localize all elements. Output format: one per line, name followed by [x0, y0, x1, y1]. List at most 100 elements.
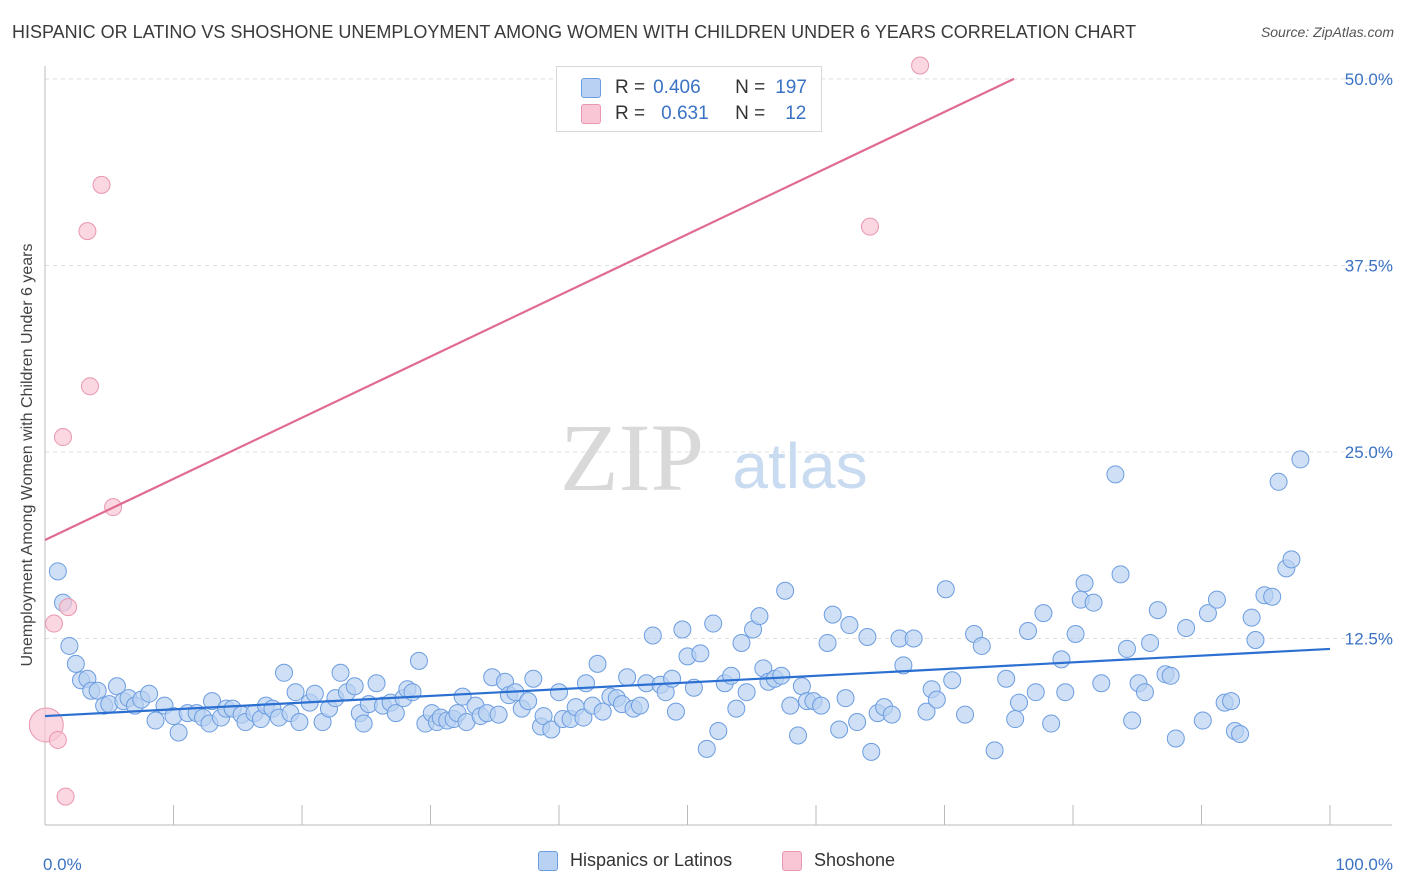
data-point — [140, 684, 159, 703]
data-point — [80, 377, 99, 396]
data-point — [78, 222, 97, 241]
data-point — [936, 580, 955, 599]
data-point — [92, 175, 111, 194]
data-point — [88, 681, 107, 700]
data-point — [1198, 604, 1217, 623]
data-point — [53, 428, 72, 447]
data-point — [550, 683, 568, 702]
data-point — [823, 605, 842, 624]
data-point — [709, 721, 728, 740]
legend-n-value: 197 — [775, 77, 807, 98]
data-point — [862, 742, 881, 761]
data-point — [1026, 683, 1045, 702]
data-point — [1222, 692, 1241, 711]
data-point — [1269, 472, 1288, 491]
data-point — [943, 671, 962, 690]
data-point — [542, 720, 561, 739]
data-point — [1263, 587, 1282, 606]
data-point — [574, 708, 593, 727]
chart-title: HISPANIC OR LATINO VS SHOSHONE UNEMPLOYM… — [12, 22, 1137, 42]
data-point — [1141, 633, 1160, 652]
data-point — [1161, 666, 1180, 685]
legend-swatch-pink — [782, 850, 802, 871]
data-point — [732, 633, 751, 652]
y-tick-label: 25.0% — [1345, 443, 1393, 462]
data-point — [643, 626, 662, 645]
data-point — [146, 711, 165, 730]
data-point — [663, 669, 682, 688]
data-point — [1019, 622, 1038, 641]
data-point — [882, 705, 901, 724]
data-point — [812, 696, 831, 715]
legend-item-hispanics: Hispanics or Latinos — [538, 850, 732, 871]
legend-swatch-blue — [581, 78, 601, 98]
data-point — [66, 654, 85, 673]
data-point — [840, 616, 859, 635]
data-point — [44, 614, 63, 633]
y-tick-label: 12.5% — [1345, 629, 1393, 648]
trend-line — [44, 647, 1331, 718]
axes — [44, 66, 1392, 826]
watermark-atlas: atlas — [732, 430, 867, 502]
x-tick-label: 100.0% — [1335, 855, 1393, 874]
data-point — [1246, 630, 1265, 649]
data-point — [409, 651, 428, 670]
legend-row-shoshone: R = 0.631 N = 12 — [581, 101, 806, 127]
data-point — [169, 723, 188, 742]
y-tick-label: 50.0% — [1345, 70, 1393, 89]
data-point — [836, 689, 855, 708]
data-point — [286, 683, 305, 702]
data-point — [305, 684, 324, 703]
data-point — [1006, 710, 1025, 729]
data-point — [776, 581, 795, 600]
data-point — [956, 705, 975, 724]
data-point — [997, 669, 1016, 688]
source-label: Source: ZipAtlas.com — [1260, 24, 1394, 40]
data-point — [673, 620, 692, 639]
data-point — [1084, 593, 1103, 612]
data-point — [290, 713, 309, 732]
legend-swatch-pink — [581, 104, 601, 124]
legend-label-shoshone: Shoshone — [814, 850, 896, 870]
data-point — [860, 217, 879, 236]
data-point — [904, 629, 923, 648]
data-point — [781, 696, 800, 715]
data-point — [345, 677, 364, 696]
data-point — [830, 720, 849, 739]
data-point — [1123, 711, 1142, 730]
data-point — [1042, 714, 1061, 733]
data-point — [927, 690, 946, 709]
data-point — [453, 687, 472, 706]
data-point — [1056, 683, 1075, 702]
data-point — [1092, 674, 1111, 693]
data-point — [1207, 590, 1226, 609]
data-point — [203, 692, 222, 711]
data-point — [1242, 608, 1261, 627]
y-tick-label: 37.5% — [1345, 256, 1393, 275]
data-point — [1066, 625, 1085, 644]
series-legend: Hispanics or Latinos Shoshone — [0, 850, 1406, 878]
data-point — [1291, 450, 1310, 469]
data-point — [48, 730, 67, 749]
data-point — [588, 654, 607, 673]
data-point — [367, 674, 386, 693]
data-point — [1135, 683, 1154, 702]
legend-n-value: 12 — [785, 103, 807, 124]
data-point — [666, 702, 685, 721]
series-shoshone-points — [28, 56, 930, 806]
data-point — [107, 677, 126, 696]
legend-n-label: N = — [735, 77, 766, 98]
data-point — [1111, 565, 1130, 584]
watermark-zip: ZIP — [560, 404, 704, 511]
data-point — [331, 663, 350, 682]
data-point — [1106, 465, 1125, 484]
data-point — [972, 636, 991, 655]
data-point — [1231, 724, 1250, 743]
legend-r-label: R = — [615, 103, 646, 124]
legend-item-shoshone: Shoshone — [782, 850, 895, 871]
data-point — [858, 627, 877, 646]
data-point — [524, 669, 543, 688]
data-point — [911, 56, 930, 75]
data-point — [789, 726, 808, 745]
data-point — [1010, 693, 1029, 712]
